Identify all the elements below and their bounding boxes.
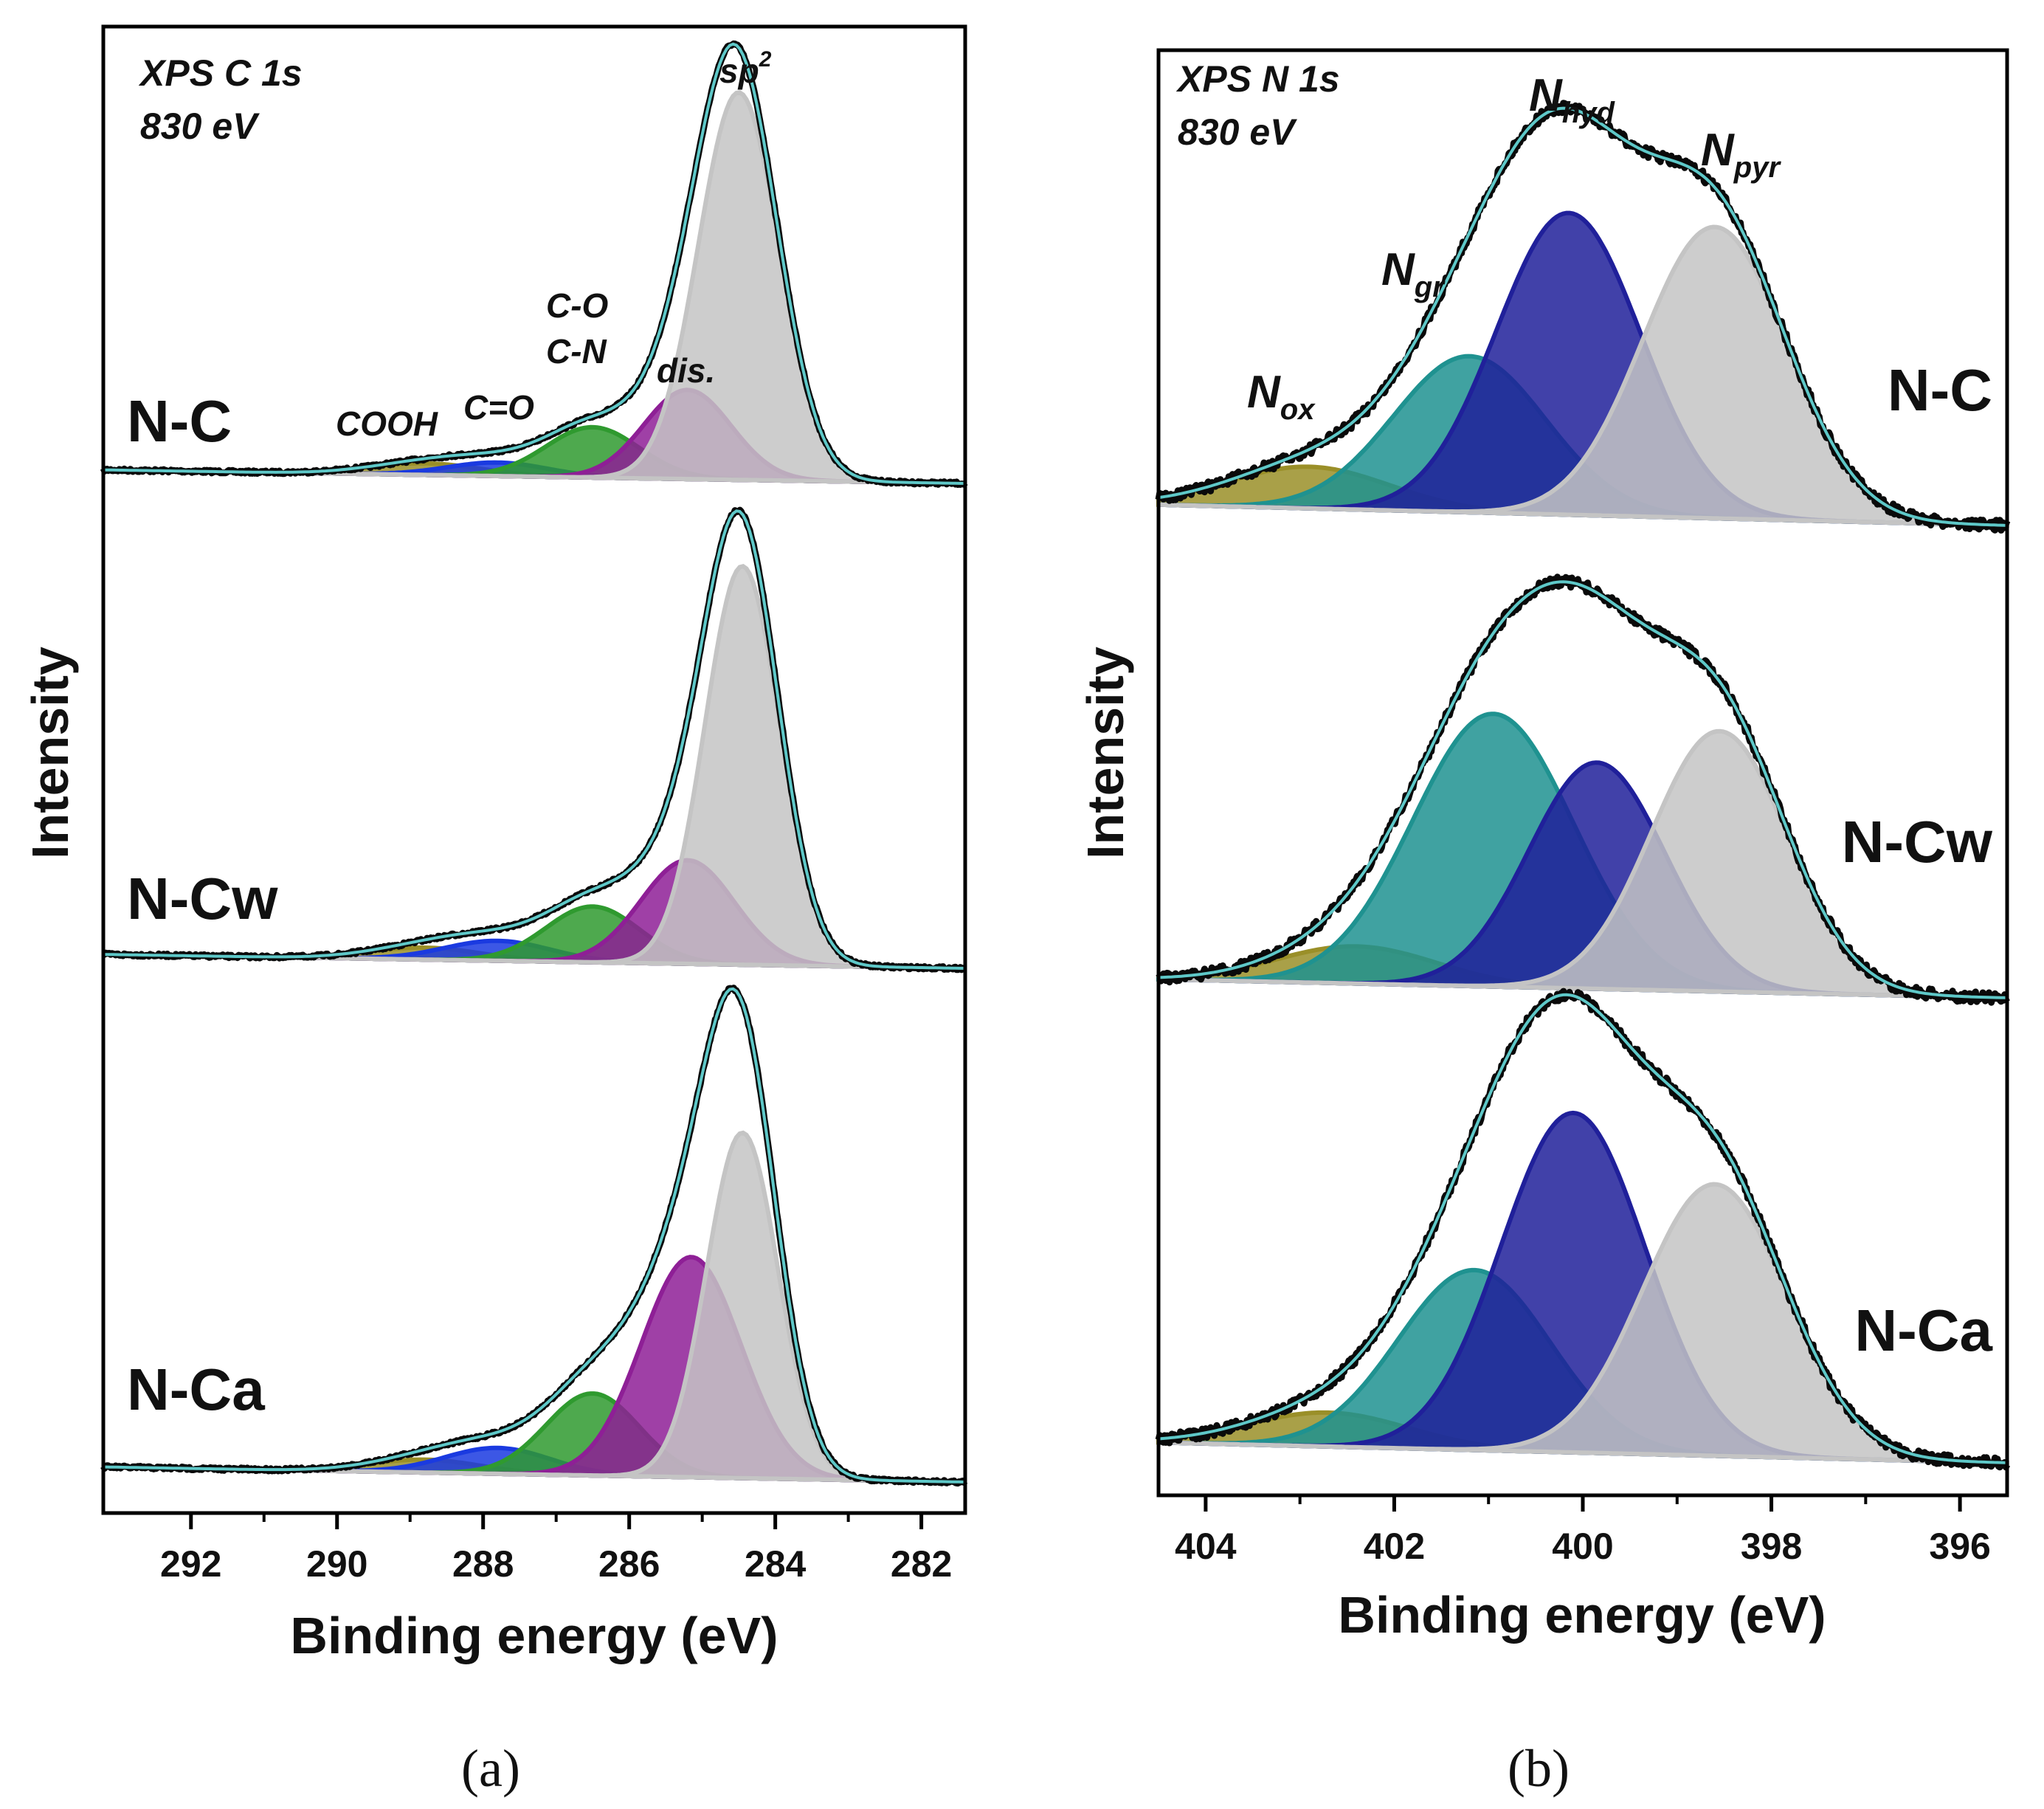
corner-text-b-1: XPS N 1s	[1175, 58, 1340, 100]
peak-label-dis: dis.	[657, 351, 715, 390]
x-tick-label-286: 286	[598, 1543, 660, 1585]
x-tick-label-282: 282	[891, 1543, 952, 1585]
peak-label-cooh: COOH	[336, 404, 438, 443]
x-tick-label-398: 398	[1741, 1526, 1802, 1567]
peak-label-sp2: sp2	[719, 47, 772, 90]
series-n-ca	[100, 985, 968, 1487]
fit-envelope-n-ca	[103, 987, 966, 1484]
series-n-c	[100, 40, 968, 488]
fit-envelope-n-ca	[1158, 993, 2008, 1464]
sample-label-a-n-c: N-C	[127, 388, 232, 454]
y-axis-label-a: Intensity	[21, 647, 79, 859]
x-ticks-a: 292 290 288 286 284 282	[160, 1513, 952, 1585]
sample-label-b-n-cw: N-Cw	[1842, 809, 1993, 875]
peak-label-n-ox: Nox	[1247, 367, 1316, 426]
x-axis-label-b: Binding energy (eV)	[1338, 1586, 1826, 1644]
fit-envelope-n-c	[103, 42, 966, 485]
x-ticks-b: 404 402 400 398 396	[1175, 1495, 1991, 1567]
x-tick-label-396: 396	[1929, 1526, 1990, 1567]
peak-label-cn: C-N	[546, 332, 607, 371]
x-tick-label-400: 400	[1552, 1526, 1613, 1567]
plot-frame-a	[101, 24, 967, 1515]
x-tick-label-404: 404	[1175, 1526, 1237, 1567]
fit-envelope-n-cw	[1158, 580, 2008, 999]
corner-text-a-1: XPS C 1s	[138, 52, 303, 94]
corner-text-a-2: 830 eV	[140, 106, 260, 147]
series-n-cw	[1156, 573, 2010, 1006]
peak-label-n-pyr: Npyr	[1701, 125, 1781, 184]
panel-b: 404 402 400 398 396 XPS N 1s 830 eV Nhyd Npy…	[1077, 48, 2011, 1798]
x-tick-label-290: 290	[306, 1543, 367, 1585]
panel-a: 292 290 288 286 284 282 XPS C 1s 830 eV sp2 d…	[21, 24, 968, 1798]
plot-area-b	[1155, 100, 2011, 1471]
plot-area-a	[100, 40, 968, 1487]
series-n-ca	[1155, 988, 2011, 1471]
x-tick-label-292: 292	[160, 1543, 221, 1585]
sample-label-a-n-ca: N-Ca	[127, 1357, 265, 1422]
data-line-n-c	[1155, 100, 2011, 534]
x-axis-label-a: Binding energy (eV)	[290, 1607, 778, 1664]
sample-label-a-n-cw: N-Cw	[127, 866, 278, 931]
y-axis-label-b: Intensity	[1077, 647, 1134, 859]
panel-caption-a: (a)	[461, 1739, 520, 1798]
fit-envelope-n-cw	[103, 509, 966, 970]
data-line-n-ca	[1155, 988, 2011, 1471]
peak-label-c-eq-o: C=O	[463, 388, 534, 427]
fit-envelope-n-c	[1158, 106, 2008, 527]
x-tick-label-402: 402	[1364, 1526, 1425, 1567]
sample-label-b-n-ca: N-Ca	[1854, 1298, 1992, 1363]
peak-label-co: C-O	[546, 286, 609, 325]
x-tick-label-284: 284	[745, 1543, 807, 1585]
panel-caption-b: (b)	[1508, 1739, 1570, 1798]
peak-label-n-hyd: Nhyd	[1529, 70, 1615, 129]
x-tick-label-288: 288	[452, 1543, 514, 1585]
corner-text-b-2: 830 eV	[1178, 111, 1297, 153]
sample-label-b-n-c: N-C	[1888, 357, 1992, 423]
peak-label-n-gr: Ngr	[1381, 244, 1446, 303]
